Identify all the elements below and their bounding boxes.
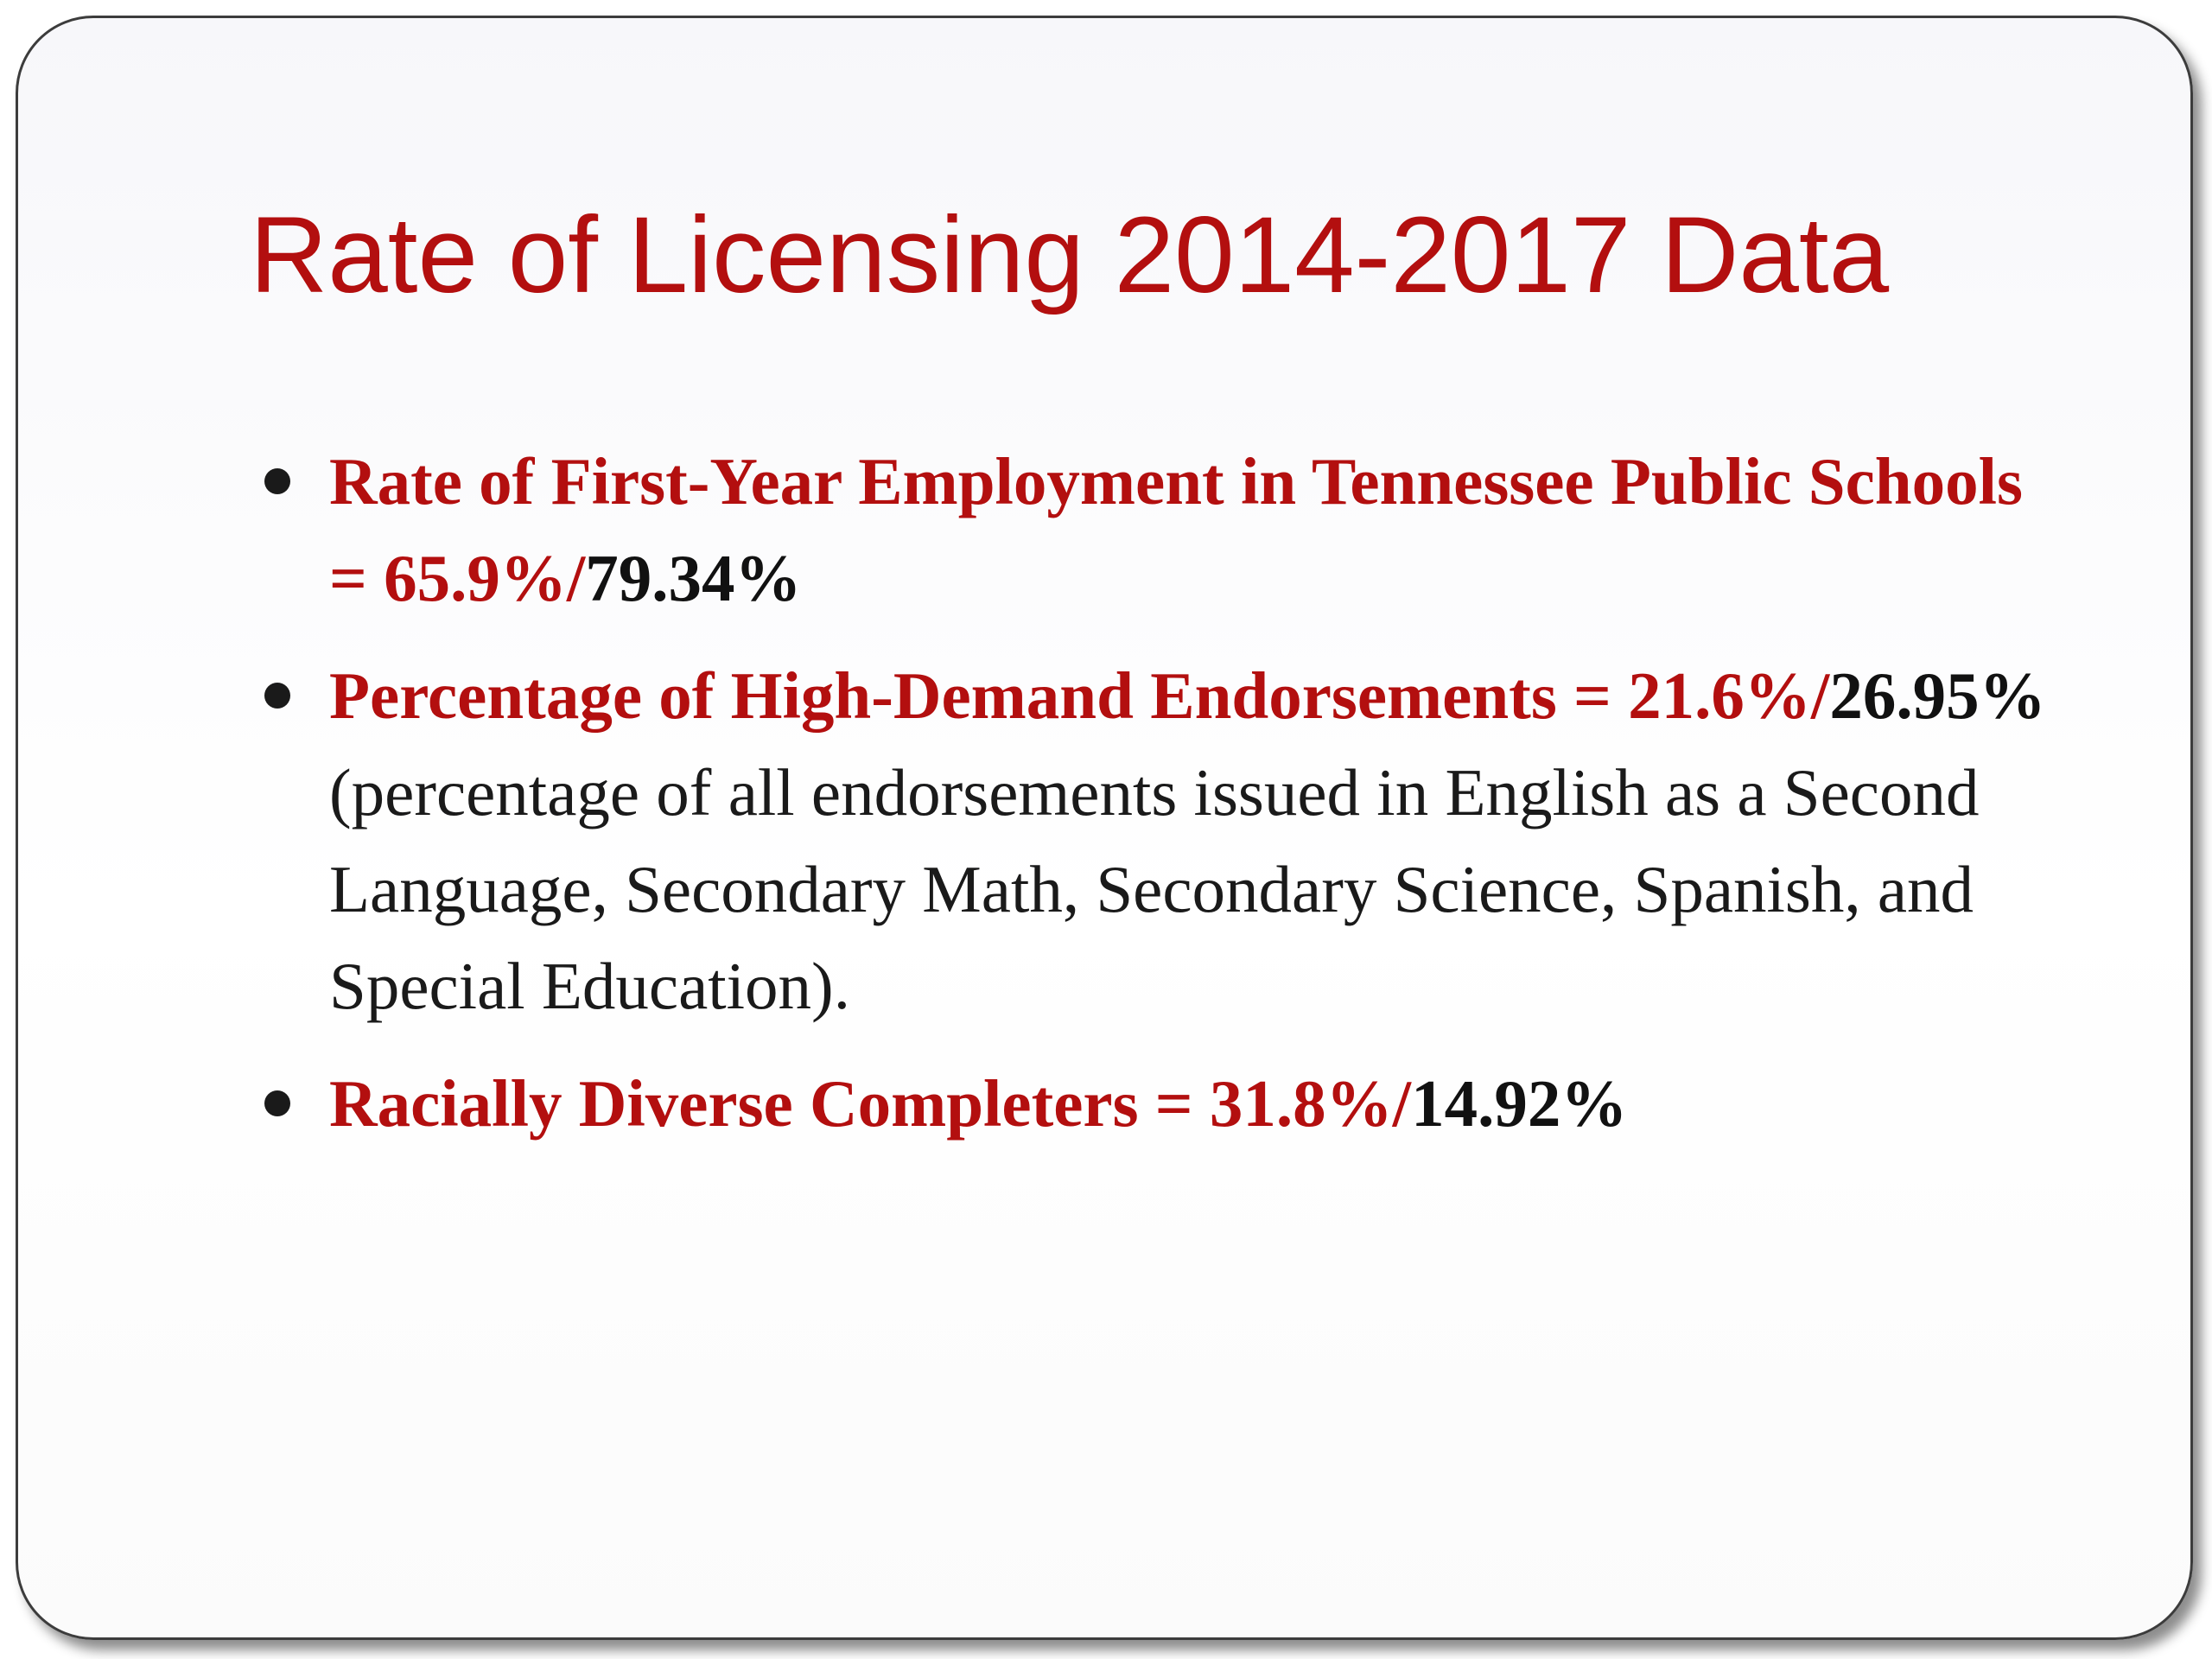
bullet-value-text: 26.95% [1829,658,2046,733]
bullet-dot-icon [264,683,290,709]
slide-frame: Rate of Licensing 2014-2017 Data Rate of… [16,16,2193,1640]
bullet-item-high-demand-endorsements: Percentage of High-Demand Endorsements =… [250,647,2047,1034]
bullet-item-racially-diverse-completers: Racially Diverse Completers = 31.8%/14.9… [250,1055,2047,1152]
bullet-dot-icon [264,1090,290,1116]
bullet-highlight-text: Racially Diverse Completers = 31.8%/ [329,1066,1412,1141]
bullet-dot-icon [264,468,290,494]
bullet-value-text: 14.92% [1411,1066,1628,1141]
bullet-list: Rate of First-Year Employment in Tenness… [250,433,2047,1173]
slide-title: Rate of Licensing 2014-2017 Data [250,195,1890,315]
bullet-value-text: 79.34% [585,541,802,615]
bullet-highlight-text: Percentage of High-Demand Endorsements =… [329,658,1830,733]
bullet-description-text: (percentage of all endorsements issued i… [329,755,1980,1023]
bullet-highlight-text: Rate of First-Year Employment in Tenness… [329,444,2023,615]
bullet-item-first-year-employment: Rate of First-Year Employment in Tenness… [250,433,2047,626]
